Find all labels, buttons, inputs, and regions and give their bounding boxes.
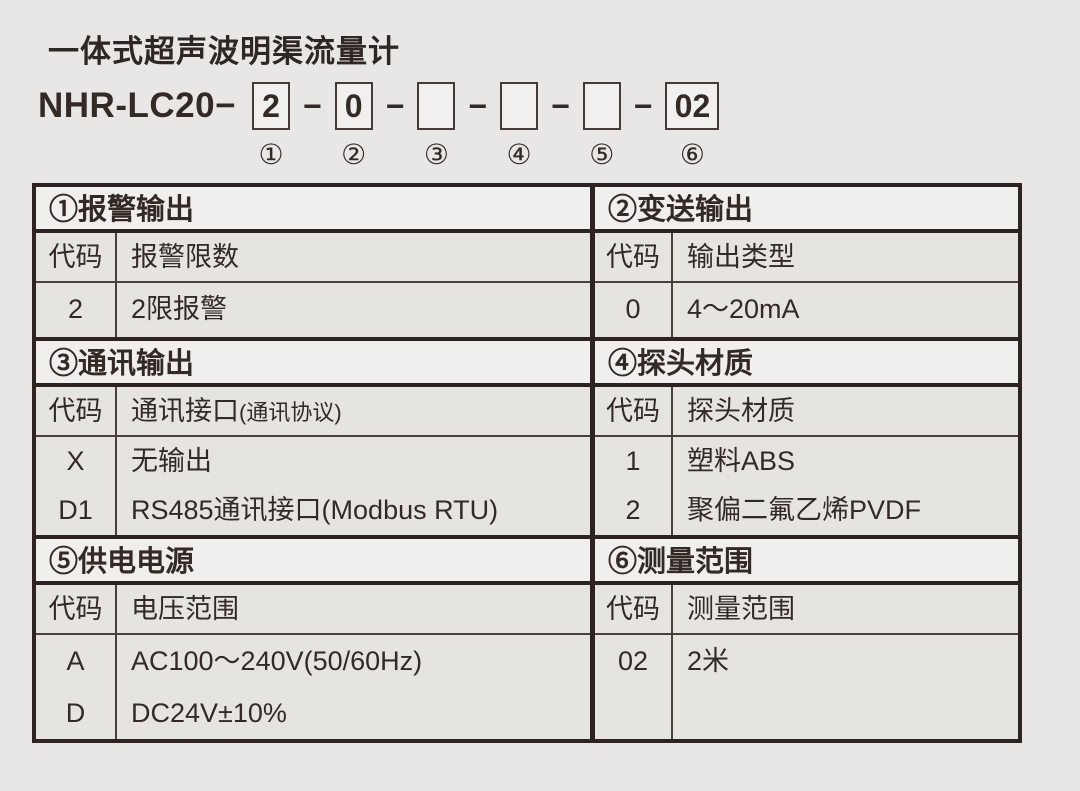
code-value: 1 — [625, 446, 641, 476]
code-values: 1 2 — [595, 437, 673, 535]
code-value: 0 — [625, 294, 641, 324]
desc-values: 4～20mA — [673, 283, 1018, 337]
desc-value: DC24V±10% — [131, 698, 287, 728]
desc-value: RS485通讯接口(Modbus RTU) — [131, 495, 499, 525]
table-row: 02 2米 — [595, 635, 1018, 739]
code-value: A — [66, 646, 85, 676]
section-title: ⑤供电电源 — [36, 539, 590, 585]
section-comm-output: ③通讯输出 代码 通讯接口(通讯协议) X D1 无输出 RS485通讯接口(M… — [36, 341, 590, 539]
desc-value: 聚偏二氟乙烯PVDF — [687, 495, 922, 525]
section-title: ①报警输出 — [36, 187, 590, 233]
code-value: 2 — [67, 294, 84, 324]
table-row: 0 4～20mA — [595, 283, 1018, 337]
code-values: A D — [36, 635, 117, 739]
column-header-row: 代码 通讯接口(通讯协议) — [36, 387, 590, 437]
column-header-row: 代码 测量范围 — [595, 585, 1018, 635]
model-box-4 — [500, 82, 539, 130]
desc-header-cell: 探头材质 — [687, 396, 795, 426]
model-box-2: 0 — [334, 82, 373, 130]
spec-table-left-column: ①报警输出 代码 报警限数 2 2限报警 ③通讯输出 代码 通讯接口(通讯协议) — [36, 187, 595, 739]
desc-header-cell: 输出类型 — [687, 242, 795, 272]
desc-value: 4～20mA — [687, 294, 800, 324]
column-header-row: 代码 输出类型 — [595, 233, 1018, 283]
code-header-cell: 代码 — [36, 585, 117, 633]
circle-number-3: ③ — [423, 139, 449, 170]
table-rows: X D1 无输出 RS485通讯接口(Modbus RTU) — [36, 437, 590, 535]
code-header-cell: 代码 — [595, 387, 673, 435]
section-title: ③通讯输出 — [36, 341, 590, 387]
desc-header-note: (通讯协议) — [239, 400, 342, 425]
code-value: D1 — [58, 495, 93, 525]
model-segment-4: ④ — [500, 82, 539, 170]
section-title: ②变送输出 — [595, 187, 1018, 233]
desc-header-cell: 报警限数 — [131, 242, 239, 272]
model-prefix: NHR-LC20− — [38, 86, 237, 125]
desc-value: AC100～240V(50/60Hz) — [131, 646, 423, 676]
code-values: X D1 — [36, 437, 117, 535]
code-header-cell: 代码 — [595, 585, 673, 633]
circle-number-5: ⑤ — [589, 139, 615, 170]
separator-dash: − — [303, 88, 322, 124]
model-segment-5: ⑤ — [582, 82, 621, 170]
circle-number-4: ④ — [506, 139, 532, 170]
section-measure-range: ⑥测量范围 代码 测量范围 02 2米 — [595, 539, 1018, 739]
model-segment-2: 0 ② — [334, 82, 373, 170]
model-code-line: NHR-LC20− 2 ① − 0 ② − ③ − ④ − ⑤ − 02 ⑥ — [38, 82, 720, 170]
section-power-supply: ⑤供电电源 代码 电压范围 A D AC100～240V(50/60Hz) DC… — [36, 539, 590, 739]
section-title: ⑥测量范围 — [595, 539, 1018, 585]
desc-header-cell: 测量范围 — [687, 594, 795, 624]
circle-number-6: ⑥ — [679, 139, 705, 170]
table-rows: 1 2 塑料ABS 聚偏二氟乙烯PVDF — [595, 437, 1018, 535]
code-value: D — [65, 698, 86, 728]
desc-values: 无输出 RS485通讯接口(Modbus RTU) — [117, 437, 590, 535]
code-values: 2 — [36, 283, 117, 337]
section-alarm-output: ①报警输出 代码 报警限数 2 2限报警 — [36, 187, 590, 341]
desc-values: 塑料ABS 聚偏二氟乙烯PVDF — [673, 437, 1018, 535]
spec-table: ①报警输出 代码 报警限数 2 2限报警 ③通讯输出 代码 通讯接口(通讯协议) — [32, 183, 1022, 743]
section-transmit-output: ②变送输出 代码 输出类型 0 4～20mA — [595, 187, 1018, 341]
desc-values: AC100～240V(50/60Hz) DC24V±10% — [117, 635, 590, 739]
separator-dash: − — [633, 88, 653, 124]
separator-dash: − — [468, 88, 488, 124]
code-value: 02 — [617, 646, 649, 676]
desc-value: 无输出 — [131, 446, 212, 476]
circle-number-1: ① — [258, 139, 284, 170]
desc-value: 塑料ABS — [687, 446, 796, 476]
code-values: 0 — [595, 283, 673, 337]
desc-values: 2限报警 — [117, 283, 590, 337]
desc-value: 2限报警 — [131, 294, 228, 324]
model-segment-6: 02 ⑥ — [665, 82, 720, 170]
section-probe-material: ④探头材质 代码 探头材质 1 2 塑料ABS 聚偏二氟乙烯PVDF — [595, 341, 1018, 539]
desc-value: 2米 — [687, 646, 730, 676]
code-header-cell: 代码 — [36, 233, 117, 281]
code-value: X — [66, 446, 85, 476]
table-row: 2 2限报警 — [36, 283, 590, 337]
code-header-cell: 代码 — [595, 233, 673, 281]
column-header-row: 代码 电压范围 — [36, 585, 590, 635]
column-header-row: 代码 探头材质 — [595, 387, 1018, 437]
model-segment-3: ③ — [417, 82, 456, 170]
model-segment-1: 2 ① — [252, 82, 291, 170]
column-header-row: 代码 报警限数 — [36, 233, 590, 283]
model-box-6: 02 — [665, 82, 720, 130]
table-rows: A D AC100～240V(50/60Hz) DC24V±10% — [36, 635, 590, 739]
desc-values: 2米 — [673, 635, 1018, 739]
code-header-cell: 代码 — [36, 387, 117, 435]
spec-table-right-column: ②变送输出 代码 输出类型 0 4～20mA ④探头材质 代码 探头材质 — [595, 187, 1018, 739]
desc-header-cell: 通讯接口(通讯协议) — [131, 396, 342, 426]
section-title: ④探头材质 — [595, 341, 1018, 387]
desc-header-cell: 电压范围 — [131, 594, 239, 624]
separator-dash: − — [551, 88, 570, 124]
code-values: 02 — [595, 635, 673, 739]
page-title: 一体式超声波明渠流量计 — [48, 34, 400, 69]
separator-dash: − — [385, 88, 405, 124]
code-value: 2 — [625, 495, 641, 525]
model-box-3 — [417, 82, 456, 130]
model-box-1: 2 — [252, 82, 291, 130]
circle-number-2: ② — [341, 139, 367, 170]
model-box-5 — [582, 82, 621, 130]
